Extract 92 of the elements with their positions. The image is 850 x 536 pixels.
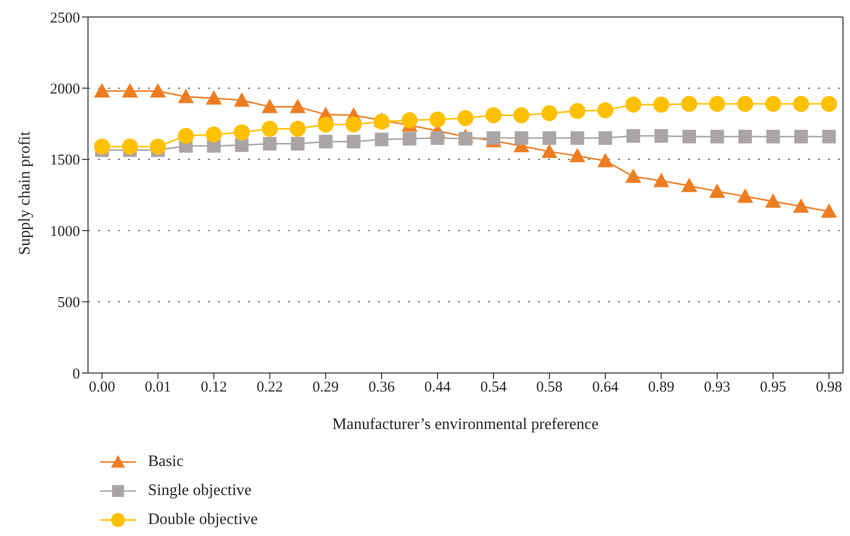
- point: [346, 116, 362, 133]
- point: [738, 130, 752, 144]
- point: [654, 129, 668, 143]
- point: [793, 198, 810, 213]
- point: [681, 96, 698, 112]
- y-tick-label: 2500: [50, 10, 80, 26]
- point: [234, 92, 250, 107]
- point: [94, 138, 110, 155]
- point: [458, 110, 474, 126]
- point: [206, 126, 222, 142]
- point: [178, 88, 194, 104]
- y-tick-label: 500: [58, 295, 80, 312]
- legend-label: Single objective: [148, 482, 252, 500]
- point: [402, 132, 416, 146]
- point: [290, 98, 306, 114]
- point: [458, 132, 472, 146]
- point: [709, 183, 726, 198]
- point: [346, 134, 360, 148]
- y-tick-label: 1500: [50, 152, 80, 169]
- point: [262, 98, 278, 114]
- point: [794, 130, 808, 144]
- x-tick-label: 0.22: [256, 380, 283, 396]
- x-tick-label: 0.29: [312, 380, 339, 396]
- point: [682, 130, 696, 144]
- point: [653, 96, 670, 113]
- x-tick-label: 0.98: [816, 380, 842, 396]
- point: [625, 168, 642, 183]
- x-axis-title: Manufacturer’s environmental preference: [332, 416, 599, 433]
- x-tick-label: 0.01: [144, 380, 172, 396]
- legend-label: Basic: [148, 452, 184, 470]
- point: [402, 112, 418, 128]
- x-tick-label: 0.36: [368, 380, 396, 396]
- point: [570, 131, 584, 145]
- point: [262, 120, 278, 137]
- point: [541, 144, 558, 158]
- point: [374, 114, 390, 130]
- point: [94, 83, 110, 98]
- x-tick-label: 0.00: [88, 380, 116, 396]
- point: [485, 107, 502, 124]
- point: [597, 152, 614, 168]
- y-axis-title: Supply chain profit: [16, 130, 34, 255]
- legend-label: Double objective: [148, 510, 258, 528]
- point: [710, 130, 724, 144]
- point: [737, 188, 754, 203]
- point: [765, 193, 782, 208]
- point: [122, 83, 138, 98]
- point: [262, 136, 277, 151]
- y-tick-label: 0: [72, 366, 80, 382]
- point: [542, 131, 556, 145]
- point: [626, 129, 640, 143]
- point: [513, 107, 530, 124]
- point: [150, 138, 166, 155]
- x-tick-label: 0.64: [592, 380, 619, 396]
- point: [569, 148, 586, 162]
- point: [681, 178, 698, 192]
- point: [598, 131, 612, 145]
- x-tick-label: 0.89: [648, 380, 674, 396]
- point: [766, 130, 780, 144]
- point: [821, 203, 838, 218]
- x-tick-label: 0.12: [200, 380, 227, 396]
- point: [290, 120, 306, 137]
- point: [318, 116, 334, 133]
- point: [569, 102, 586, 119]
- point: [122, 138, 138, 155]
- y-tick-label: 2000: [50, 82, 80, 98]
- x-tick-label: 0.44: [424, 380, 452, 396]
- point: [597, 102, 614, 118]
- point: [290, 136, 305, 151]
- point: [793, 96, 810, 112]
- point: [765, 96, 782, 112]
- point: [625, 96, 642, 113]
- point: [206, 90, 222, 105]
- point: [318, 134, 332, 148]
- point: [430, 112, 446, 128]
- point: [514, 131, 528, 145]
- point: [234, 124, 250, 140]
- point: [150, 83, 166, 98]
- point: [430, 131, 444, 145]
- x-tick-label: 0.93: [704, 380, 730, 396]
- point: [822, 130, 836, 144]
- x-tick-label: 0.54: [480, 380, 508, 396]
- point: [653, 172, 670, 188]
- point: [541, 105, 558, 122]
- x-tick-label: 0.58: [536, 380, 563, 396]
- point: [821, 96, 838, 112]
- point: [709, 96, 726, 112]
- y-tick-label: 1000: [50, 224, 80, 240]
- point: [374, 132, 388, 146]
- point: [234, 138, 249, 152]
- point: [737, 96, 754, 112]
- x-tick-label: 0.95: [760, 380, 786, 396]
- point: [178, 128, 194, 144]
